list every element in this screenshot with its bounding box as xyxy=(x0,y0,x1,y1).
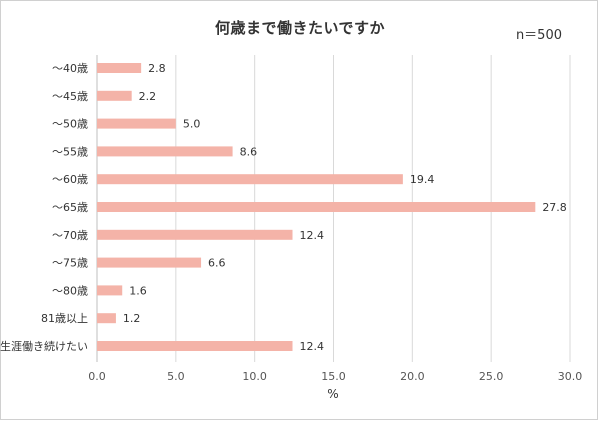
bar xyxy=(97,202,536,212)
value-label: 1.2 xyxy=(123,312,141,325)
x-tick-label: 0.0 xyxy=(88,370,106,383)
value-label: 2.8 xyxy=(148,62,166,75)
value-label: 5.0 xyxy=(183,118,201,131)
category-label: ～45歳 xyxy=(52,90,88,103)
bar xyxy=(97,118,176,129)
bar xyxy=(97,285,123,296)
bar xyxy=(97,257,202,268)
x-tick-label: 30.0 xyxy=(558,370,583,383)
bar xyxy=(97,313,116,324)
value-label: 1.6 xyxy=(129,284,147,297)
category-label: ～80歳 xyxy=(52,284,88,297)
bar xyxy=(97,90,132,101)
x-axis-title: % xyxy=(327,387,338,401)
x-tick-label: 20.0 xyxy=(400,370,425,383)
value-label: 19.4 xyxy=(410,173,435,186)
category-label: ～65歳 xyxy=(52,201,88,214)
category-label: ～40歳 xyxy=(52,62,88,75)
chart-title: 何歳まで働きたいですか xyxy=(214,19,386,37)
category-label: 81歳以上 xyxy=(41,312,88,325)
bar xyxy=(97,174,403,185)
x-tick-label: 25.0 xyxy=(479,370,504,383)
category-label: ～75歳 xyxy=(52,257,88,270)
category-label: ～50歳 xyxy=(52,118,88,131)
bar xyxy=(97,341,293,351)
value-label: 2.2 xyxy=(139,90,157,103)
value-label: 27.8 xyxy=(542,201,567,214)
bar xyxy=(97,63,142,73)
bar xyxy=(97,146,233,157)
value-label: 6.6 xyxy=(208,257,226,270)
x-tick-label: 10.0 xyxy=(242,370,267,383)
category-label: ～60歳 xyxy=(52,173,88,186)
category-label: 生涯働き続けたい xyxy=(0,339,88,353)
bar xyxy=(97,229,293,240)
x-tick-label: 5.0 xyxy=(167,370,185,383)
value-label: 12.4 xyxy=(300,229,325,242)
category-label: ～55歳 xyxy=(52,145,88,158)
x-tick-label: 15.0 xyxy=(321,370,346,383)
value-label: 8.6 xyxy=(240,145,257,158)
sample-size-label: n＝500 xyxy=(515,28,562,43)
category-label: ～70歳 xyxy=(52,229,88,242)
value-label: 12.4 xyxy=(300,340,325,353)
